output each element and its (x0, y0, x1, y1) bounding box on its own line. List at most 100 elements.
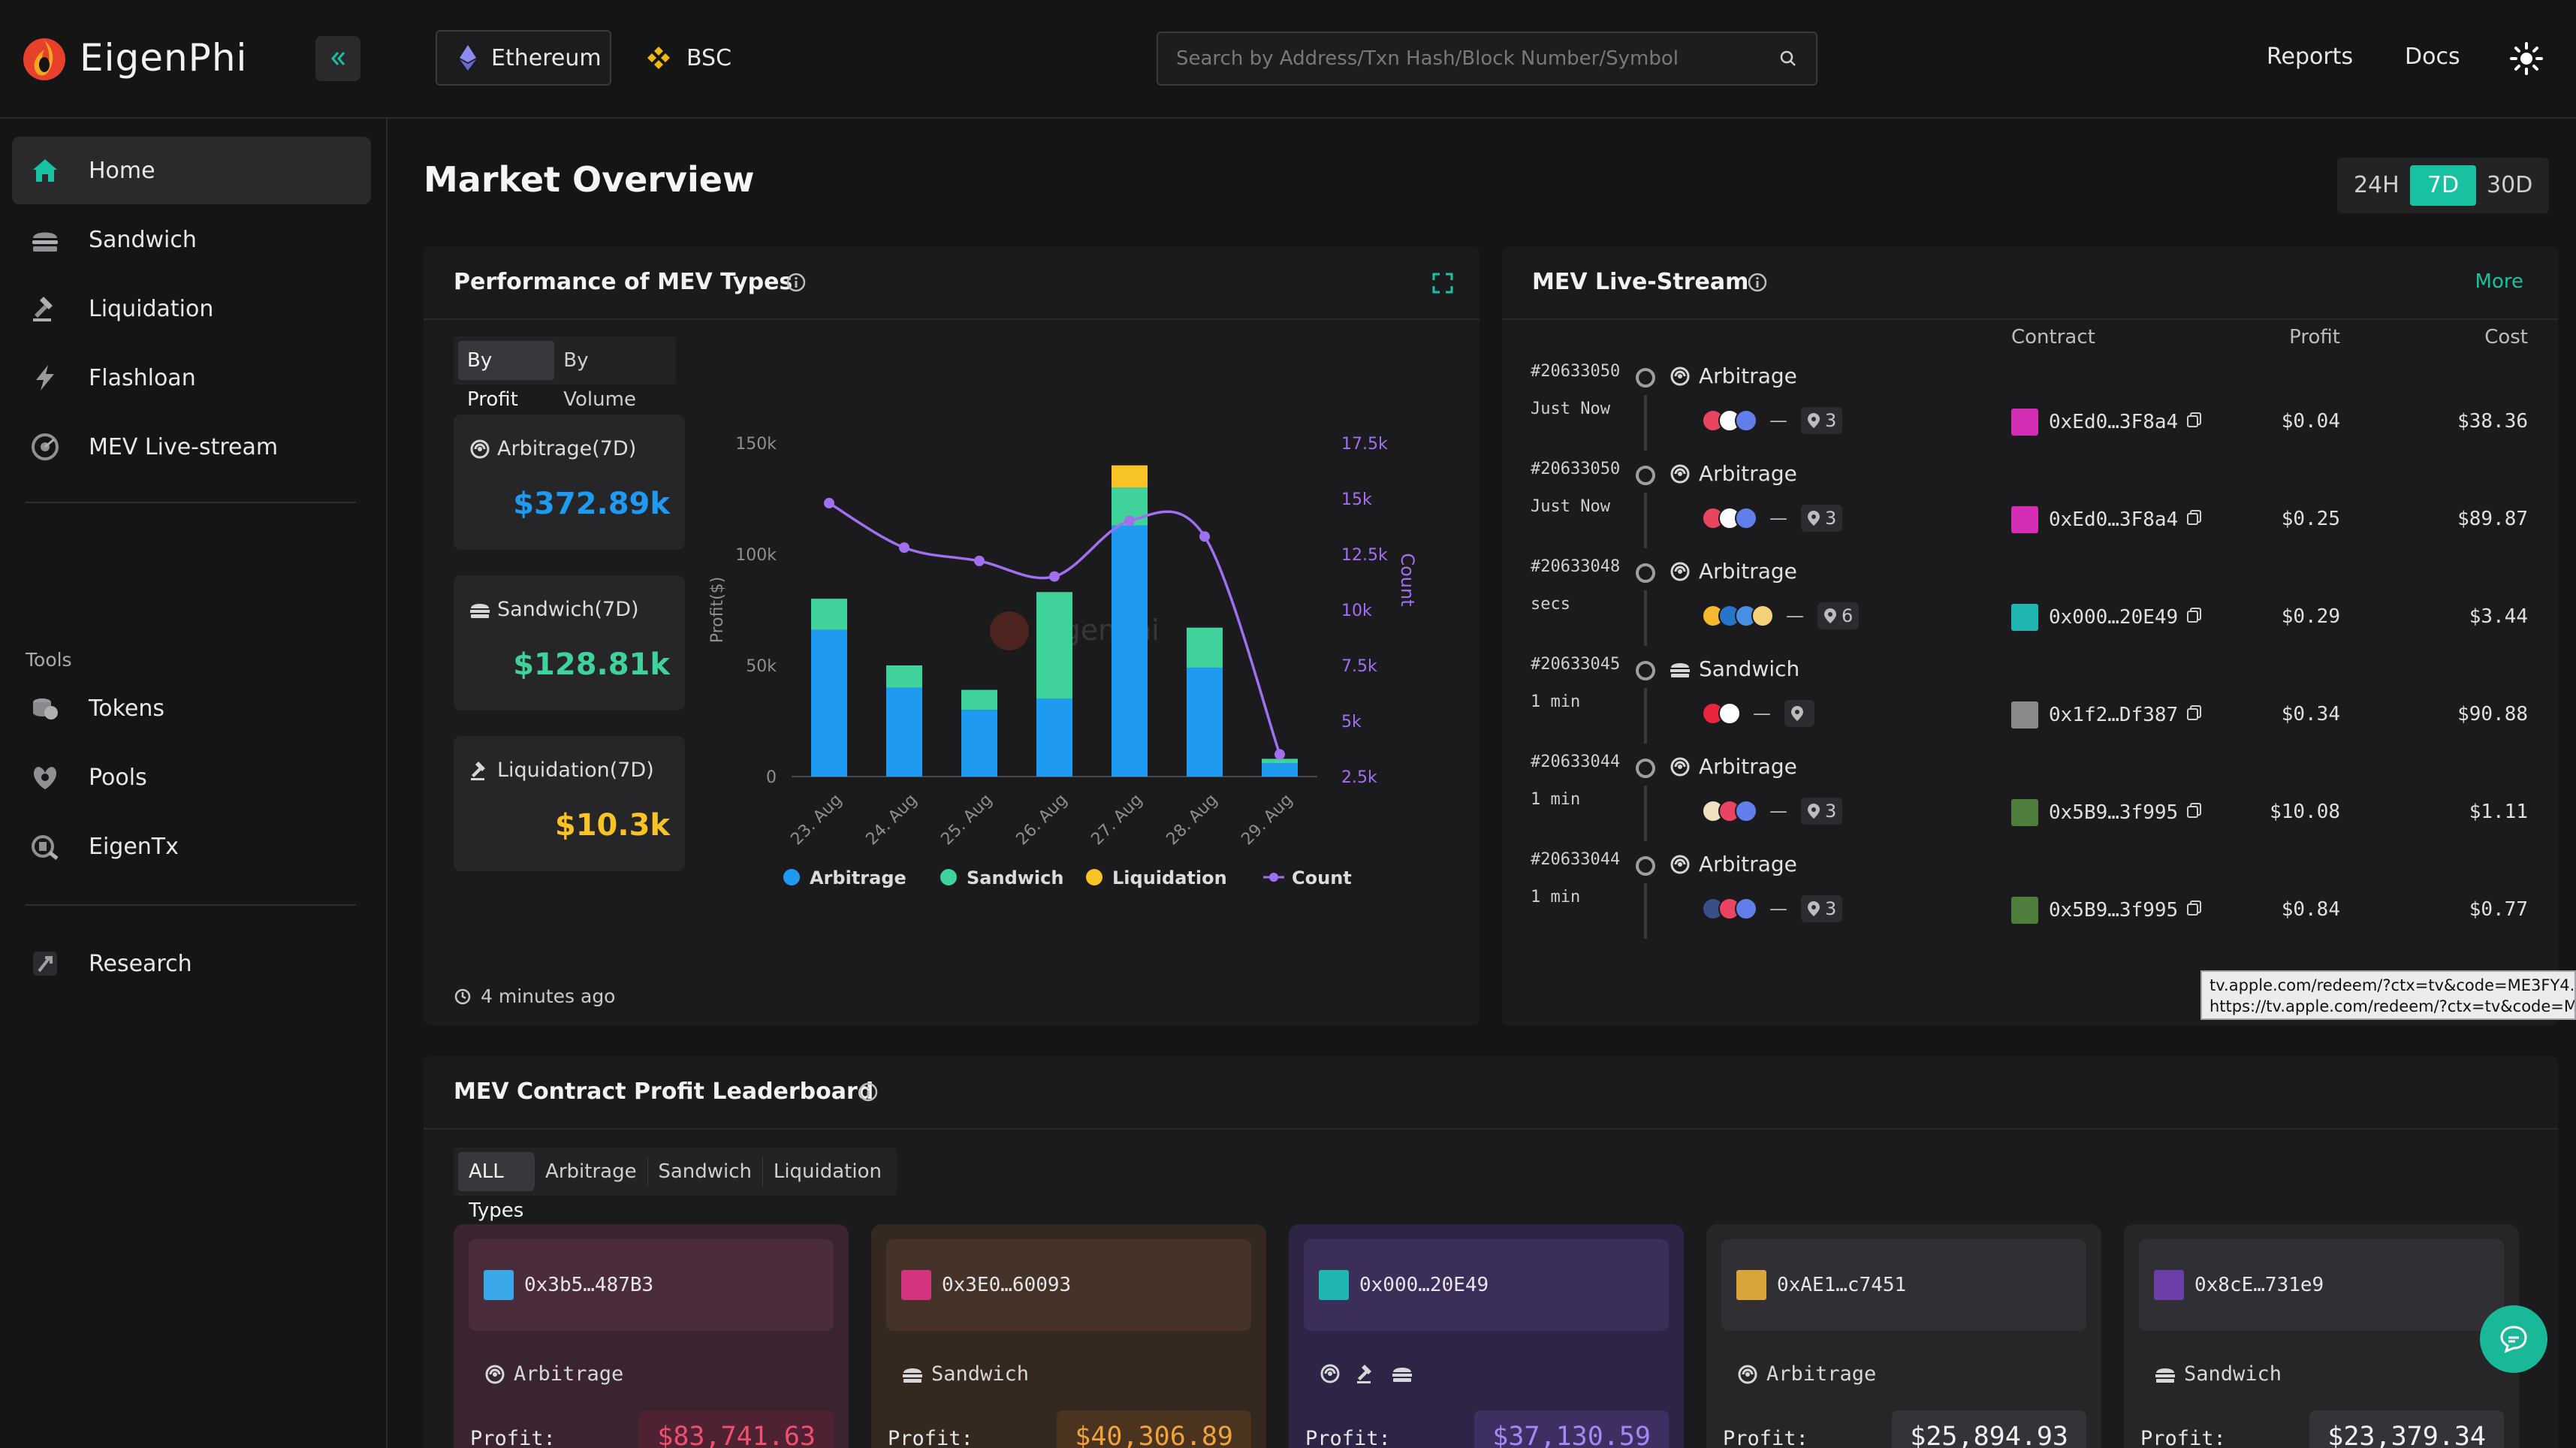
info-icon[interactable] (786, 272, 807, 293)
fullscreen-icon[interactable] (1431, 272, 1454, 294)
tx-cost: $3.44 (2469, 605, 2528, 628)
sidebar-item-eigentx[interactable]: EigenTx (12, 813, 371, 880)
contract-address[interactable]: 0x5B9…3f995 (2011, 799, 2203, 826)
info-icon[interactable] (858, 1081, 879, 1103)
sidebar-item-flashloan[interactable]: Flashloan (12, 344, 371, 412)
token-path[interactable]: — 3 (1702, 505, 1843, 532)
live-stream-card: MEV Live-Stream More Contract Profit Cos… (1502, 246, 2558, 1026)
brand-logo[interactable]: EigenPhi (20, 33, 247, 83)
tx-time: secs (1531, 595, 1570, 614)
token-path[interactable]: — 3 (1702, 895, 1843, 922)
bar-liquidation (1112, 465, 1148, 488)
leaderboard-contract[interactable]: 0xAE1…c7451 (1721, 1239, 2086, 1331)
leaderboard-contract[interactable]: 0x000…20E49 (1304, 1239, 1669, 1331)
range-30d-button[interactable]: 30D (2487, 172, 2533, 198)
live-stream-row[interactable]: #20633050 Just Now Arbitrage — 3 0xEd0…3… (1502, 460, 2558, 557)
collapse-sidebar-button[interactable] (315, 36, 360, 81)
token-path[interactable]: — 3 (1702, 407, 1843, 434)
copy-icon[interactable] (2185, 508, 2203, 532)
y2-tick-label: 5k (1341, 713, 1362, 732)
contract-avatar (1319, 1270, 1349, 1300)
leaderboard-item[interactable]: 0x000…20E49 Profit: $37,130.59 (1289, 1224, 1684, 1448)
copy-icon[interactable] (2185, 899, 2203, 922)
copy-icon[interactable] (2185, 411, 2203, 434)
sidebar-item-tokens[interactable]: Tokens (12, 674, 371, 742)
contract-address-text: 0x5B9…3f995 (2049, 801, 2179, 824)
contract-avatar (2011, 799, 2038, 826)
copy-icon[interactable] (2185, 704, 2203, 727)
pool-count-badge: 6 (1817, 602, 1860, 629)
tab-all-types[interactable]: ALL Types (458, 1152, 535, 1222)
live-stream-row[interactable]: #20633048 secs Arbitrage — 6 0x000…20E49… (1502, 557, 2558, 655)
live-stream-more-link[interactable]: More (2475, 270, 2523, 293)
leaderboard-contract[interactable]: 0x3E0…60093 (886, 1239, 1251, 1331)
block-number[interactable]: #20633050 (1531, 362, 1621, 381)
chain-bsc-button[interactable]: BSC (623, 30, 744, 86)
sidebar-item-research[interactable]: Research (12, 930, 371, 997)
profit-value: $23,379.34 (2309, 1410, 2504, 1448)
live-stream-row[interactable]: #20633044 1 min Arbitrage — 3 0x5B9…3f99… (1502, 753, 2558, 850)
nav-reports-link[interactable]: Reports (2267, 44, 2354, 70)
sun-icon[interactable] (2508, 41, 2544, 77)
chat-button[interactable] (2480, 1305, 2547, 1373)
range-24h-button[interactable]: 24H (2353, 172, 2400, 198)
block-number[interactable]: #20633044 (1531, 753, 1621, 771)
copy-icon[interactable] (2185, 606, 2203, 629)
leaderboard-item[interactable]: 0xAE1…c7451 Arbitrage Profit: $25,894.93 (1706, 1224, 2101, 1448)
live-stream-row[interactable]: #20633050 Just Now Arbitrage — 3 0xEd0…3… (1502, 362, 2558, 460)
block-number[interactable]: #20633050 (1531, 460, 1621, 478)
sidebar: Home Sandwich Liquidation Flashloan MEV … (0, 119, 388, 1448)
block-number[interactable]: #20633048 (1531, 557, 1621, 576)
leaderboard-contract[interactable]: 0x8cE…731e9 (2139, 1239, 2504, 1331)
search-icon[interactable] (1778, 49, 1798, 68)
chain-ethereum-button[interactable]: Ethereum (436, 30, 611, 86)
range-7d-button[interactable]: 7D (2409, 165, 2477, 206)
x-tick-label: 28. Aug (1163, 791, 1221, 849)
copy-icon[interactable] (2185, 801, 2203, 825)
y2-tick-label: 7.5k (1341, 657, 1377, 676)
tab-by-volume[interactable]: By Volume (563, 349, 636, 411)
info-icon[interactable] (1747, 272, 1768, 293)
tab-by-profit[interactable]: By Profit (458, 341, 555, 411)
sidebar-item-mev-live-stream[interactable]: MEV Live-stream (12, 413, 371, 481)
contract-address[interactable]: 0x000…20E49 (2011, 604, 2203, 631)
contract-address[interactable]: 0xEd0…3F8a4 (2011, 506, 2203, 533)
leaderboard-item[interactable]: 0x3b5…487B3 Arbitrage Profit: $83,741.63 (454, 1224, 849, 1448)
tab-sandwich[interactable]: Sandwich (658, 1160, 753, 1183)
block-number[interactable]: #20633044 (1531, 850, 1621, 869)
timeline-line (1644, 395, 1647, 451)
sandwich-icon (1391, 1362, 1413, 1385)
leaderboard-item[interactable]: 0x3E0…60093 Sandwich Profit: $40,306.89 (871, 1224, 1266, 1448)
contract-avatar (484, 1270, 514, 1300)
path-dash: — (1786, 605, 1804, 626)
token-path[interactable]: — 6 (1702, 602, 1860, 629)
sidebar-item-liquidation[interactable]: Liquidation (12, 275, 371, 342)
contract-avatar (2011, 604, 2038, 631)
token-icon (1751, 605, 1774, 627)
y-tick-label: 100k (735, 546, 777, 565)
token-path[interactable]: — 3 (1702, 798, 1843, 825)
legend-label: Sandwich (967, 867, 1063, 888)
live-stream-row[interactable]: #20633045 1 min Sandwich — 0x1f2…Df387 $… (1502, 655, 2558, 753)
leaderboard-item[interactable]: 0x8cE…731e9 Sandwich Profit: $23,379.34 (2124, 1224, 2519, 1448)
block-number[interactable]: #20633045 (1531, 655, 1621, 674)
performance-title: Performance of MEV Types (454, 269, 793, 295)
tab-arbitrage[interactable]: Arbitrage (545, 1160, 637, 1183)
contract-address[interactable]: 0xEd0…3F8a4 (2011, 409, 2203, 436)
mev-type: Sandwich (901, 1362, 1029, 1386)
sidebar-item-home[interactable]: Home (12, 137, 371, 204)
nav-docs-link[interactable]: Docs (2405, 44, 2460, 70)
live-stream-row[interactable]: #20633044 1 min Arbitrage — 3 0x5B9…3f99… (1502, 850, 2558, 948)
mev-type-label: Arbitrage (1766, 1362, 1877, 1386)
count-point (1199, 531, 1210, 542)
tx-profit: $0.25 (2281, 508, 2340, 530)
token-path[interactable]: — (1702, 700, 1814, 727)
sidebar-item-sandwich[interactable]: Sandwich (12, 206, 371, 273)
tab-liquidation[interactable]: Liquidation (773, 1160, 882, 1183)
search-input[interactable] (1176, 47, 1778, 70)
contract-address[interactable]: 0x5B9…3f995 (2011, 897, 2203, 924)
sidebar-item-pools[interactable]: Pools (12, 744, 371, 811)
leaderboard-contract[interactable]: 0x3b5…487B3 (469, 1239, 834, 1331)
profit-value: $37,130.59 (1474, 1410, 1669, 1448)
contract-address[interactable]: 0x1f2…Df387 (2011, 701, 2203, 729)
